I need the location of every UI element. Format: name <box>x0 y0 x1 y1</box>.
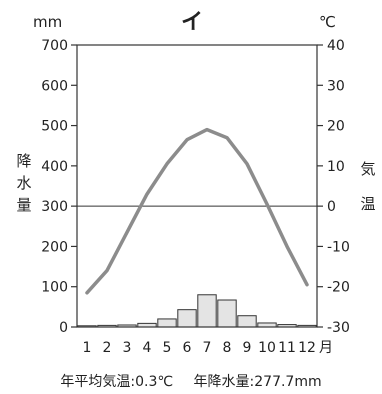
precip-bar <box>217 299 237 328</box>
temp-axis-ticks: -30 -20 -10 0 10 20 30 40 <box>317 38 350 336</box>
temp-tick-label: 10 <box>327 159 345 175</box>
temp-tick-label: -20 <box>327 280 350 296</box>
precip-bar <box>257 322 277 328</box>
precip-label-char: 水 <box>16 174 31 192</box>
precip-label-char: 降 <box>16 152 31 170</box>
month-tick-label: 7 <box>203 340 212 356</box>
precip-bar <box>177 309 197 328</box>
precip-bars <box>77 294 317 328</box>
precip-unit: mm <box>33 13 62 31</box>
month-tick-label: 12 <box>298 340 316 356</box>
temp-tick-label: 40 <box>327 38 345 54</box>
precip-tick-label: 300 <box>41 199 68 215</box>
month-tick-label: 4 <box>143 340 152 356</box>
temp-tick-label: -30 <box>327 320 350 336</box>
temp-tick-label: 0 <box>327 199 336 215</box>
temp-tick-label: 20 <box>327 119 345 135</box>
precip-tick-label: 0 <box>59 320 68 336</box>
precip-bar <box>197 294 217 328</box>
plot-area <box>76 44 318 328</box>
month-tick-label: 11 <box>278 340 296 356</box>
month-tick-label: 8 <box>223 340 232 356</box>
precip-bar <box>237 315 257 328</box>
month-tick-label: 10 <box>258 340 276 356</box>
month-tick-label: 2 <box>103 340 112 356</box>
precip-tick-label: 500 <box>41 119 68 135</box>
precip-axis-label: 降水量 <box>16 152 31 214</box>
temp-line <box>85 127 309 295</box>
precip-axis-ticks: 0 100 200 300 400 500 600 700 <box>41 38 77 336</box>
temp-tick-label: -10 <box>327 239 350 255</box>
month-tick-label: 6 <box>183 340 192 356</box>
precip-tick-label: 600 <box>41 78 68 94</box>
temp-label-char: 気 <box>360 160 375 178</box>
precip-tick-label: 100 <box>41 280 68 296</box>
month-tick-label: 3 <box>123 340 132 356</box>
precip-bar <box>157 318 177 328</box>
month-tick-label: 5 <box>163 340 172 356</box>
month-unit-label: 月 <box>319 340 333 356</box>
annual-precip-text: 年降水量:277.7mm <box>193 374 322 390</box>
summary-footer: 年平均気温:0.3℃ 年降水量:277.7mm <box>0 371 382 391</box>
temp-axis-label: 気温 <box>360 160 375 213</box>
precip-tick-label: 200 <box>41 239 68 255</box>
precip-tick-label: 700 <box>41 38 68 54</box>
precip-tick-label: 400 <box>41 159 68 175</box>
month-tick-label: 1 <box>83 340 92 356</box>
mean-temp-text: 年平均気温:0.3℃ <box>60 374 174 390</box>
temp-label-char: 温 <box>360 195 375 213</box>
chart-title: イ <box>181 10 203 35</box>
precip-label-char: 量 <box>16 196 31 214</box>
month-tick-label: 9 <box>243 340 252 356</box>
month-axis-ticks: 1 2 3 4 5 6 7 8 9 10 11 12 月 <box>83 340 333 356</box>
temp-tick-label: 30 <box>327 78 345 94</box>
temp-unit: ℃ <box>319 13 336 31</box>
